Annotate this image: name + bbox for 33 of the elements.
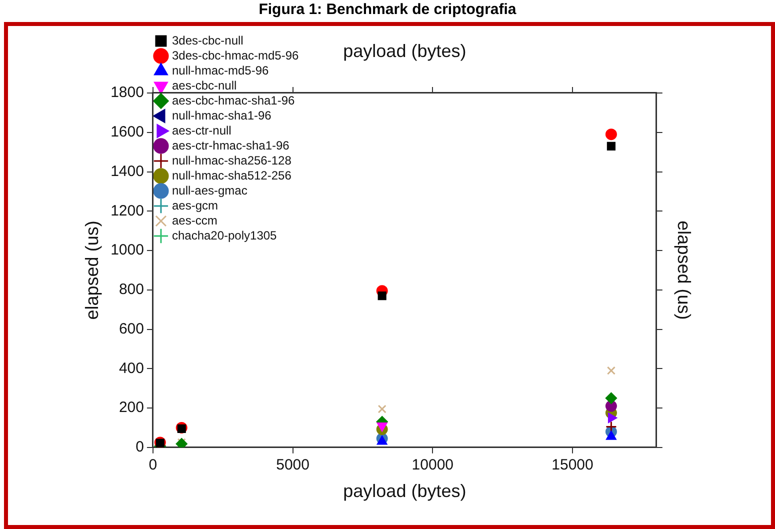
- legend-label: aes-ctr-hmac-sha1-96: [172, 138, 290, 152]
- y-axis-title: elapsed (us): [82, 220, 102, 320]
- y-tick-label: 1200: [110, 202, 144, 220]
- y-tick-label: 0: [136, 438, 144, 456]
- legend-label: 3des-cbc-hmac-md5-96: [172, 48, 300, 62]
- legend-label: null-hmac-sha512-256: [172, 168, 292, 182]
- legend-label: 3des-cbc-null: [172, 33, 244, 48]
- legend-label: null-hmac-sha256-128: [172, 153, 292, 168]
- y-tick-label: 1000: [110, 242, 144, 259]
- y-tick-label: 800: [118, 281, 144, 298]
- text: Figura 1: Benchmark de criptografia: [258, 1, 516, 18]
- legend-label: null-hmac-sha1-96: [172, 108, 272, 122]
- legend-label: chacha20-poly1305: [172, 228, 278, 242]
- y-tick-label: 1600: [110, 124, 144, 141]
- y-tick-label: 200: [118, 399, 144, 416]
- x-tick-label: 0: [148, 456, 158, 474]
- legend-label: null-aes-gmac: [172, 183, 248, 198]
- x-tick-label: 15000: [552, 456, 594, 474]
- legend-label: aes-ctr-null: [172, 123, 232, 138]
- legend-label: null-hmac-md5-96: [172, 63, 269, 78]
- y-tick-label: 600: [118, 320, 144, 338]
- x-axis-title: payload (bytes): [343, 481, 466, 502]
- x-tick-label: 10000: [412, 456, 454, 474]
- legend-label: aes-cbc-null: [172, 78, 237, 92]
- x2-axis-title: payload (bytes): [343, 40, 466, 61]
- legend-label: aes-ccm: [172, 213, 218, 228]
- y-tick-label: 1400: [110, 162, 144, 180]
- y-tick-label: 400: [118, 360, 144, 377]
- legend-label: aes-gcm: [172, 198, 218, 212]
- y-tick-label: 1800: [110, 84, 144, 102]
- y2-axis-title: elapsed (us): [674, 220, 694, 320]
- x-tick-label: 5000: [276, 456, 310, 474]
- legend-label: aes-cbc-hmac-sha1-96: [172, 93, 296, 108]
